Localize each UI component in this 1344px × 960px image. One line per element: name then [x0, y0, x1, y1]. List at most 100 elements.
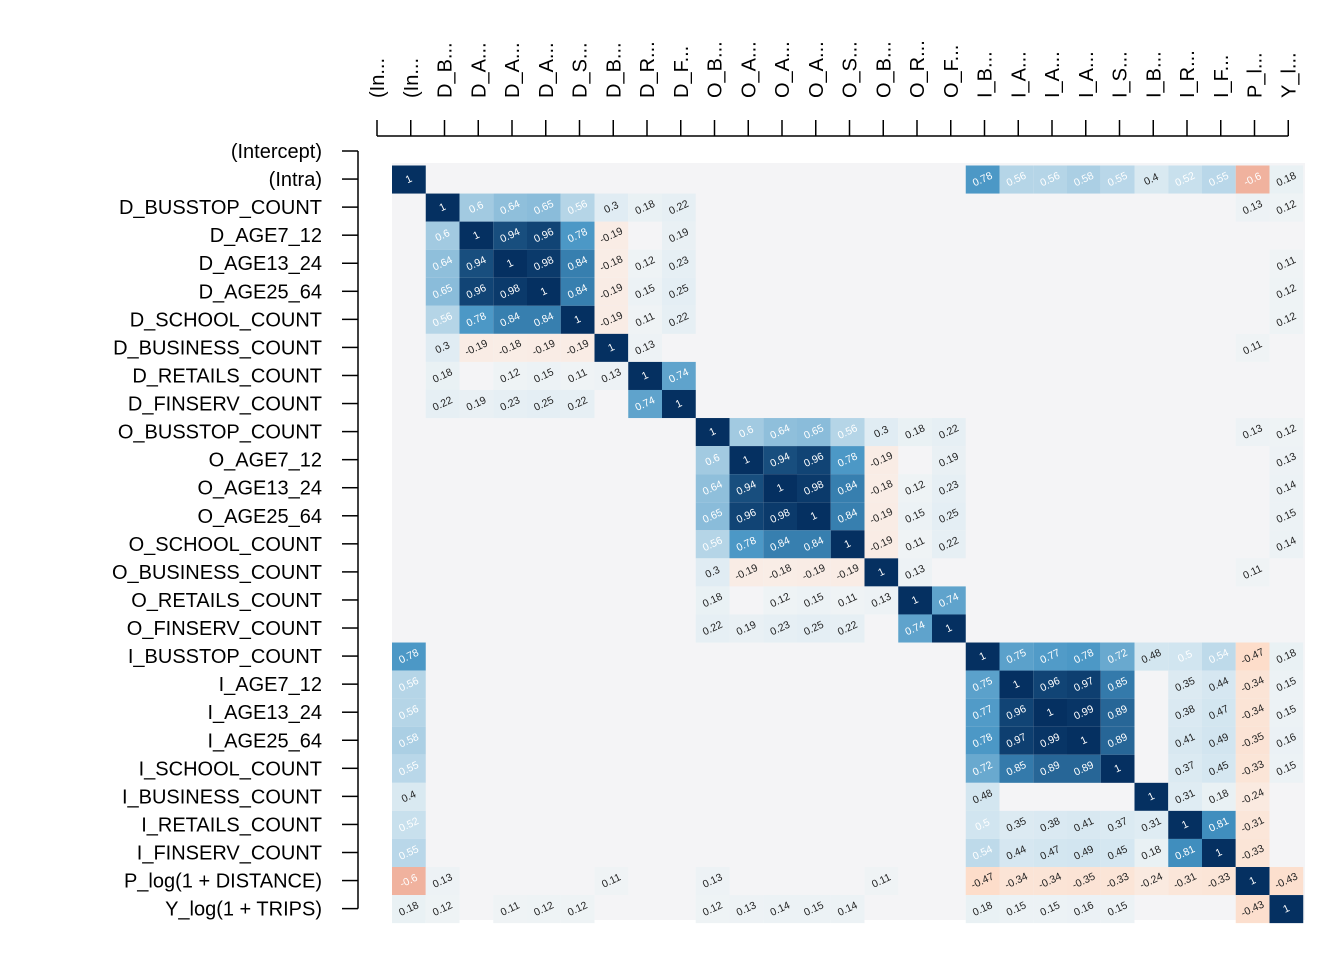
- heatmap-cell: [662, 305, 696, 334]
- heatmap-cell: [527, 333, 561, 362]
- heatmap-cell: [628, 305, 662, 334]
- heatmap-cell: [830, 418, 865, 447]
- heatmap-cell: [594, 193, 629, 222]
- cell-value-label: 0.3: [602, 199, 620, 216]
- heatmap-cell: [695, 474, 730, 503]
- heatmap-cell: [1033, 810, 1067, 839]
- cell-value-label: 1: [707, 425, 718, 438]
- heatmap-cell: [628, 361, 662, 390]
- y-tick-label: I_AGE25_64: [207, 730, 322, 752]
- heatmap-cell: [695, 530, 730, 559]
- heatmap-cell: [1033, 867, 1067, 896]
- heatmap-cell: [999, 726, 1034, 755]
- heatmap-cell: [594, 277, 629, 306]
- cell-value-label: 1: [1281, 902, 1292, 915]
- heatmap-cell: [1100, 810, 1135, 839]
- heatmap-cell: [594, 249, 629, 278]
- x-tick-label: Y_l...: [1278, 52, 1300, 98]
- heatmap-cell: [425, 895, 460, 924]
- y-tick-label: D_BUSSTOP_COUNT: [119, 197, 322, 219]
- heatmap-cell: [932, 418, 966, 447]
- heatmap-cell: [1269, 530, 1304, 559]
- heatmap-cell: [729, 530, 764, 559]
- heatmap-cell: [594, 361, 629, 390]
- heatmap-cell: [729, 446, 764, 475]
- cell-value-label: 1: [944, 622, 955, 635]
- heatmap-cell: [493, 895, 527, 924]
- heatmap-cell: [1235, 333, 1270, 362]
- heatmap-cell: [1033, 698, 1067, 727]
- x-tick-label: O_R...: [907, 40, 929, 98]
- heatmap-cell: [527, 305, 561, 334]
- heatmap-cell: [1067, 726, 1101, 755]
- cell-value-label: 1: [1079, 734, 1090, 747]
- x-tick-label: O_A...: [806, 41, 828, 98]
- cell-value-label: 0.6: [703, 452, 721, 469]
- heatmap-cell: [459, 193, 494, 222]
- y-tick-label: D_FINSERV_COUNT: [128, 394, 322, 416]
- y-tick-label: I_BUSSTOP_COUNT: [128, 646, 322, 668]
- x-tick-label: I_R...: [1177, 50, 1199, 98]
- heatmap-cell: [392, 810, 426, 839]
- heatmap-cell: [1168, 670, 1202, 699]
- heatmap-cell: [965, 726, 1000, 755]
- heatmap-cell: [1235, 418, 1270, 447]
- heatmap-cell: [1202, 642, 1236, 671]
- y-tick-label: O_BUSSTOP_COUNT: [118, 422, 322, 444]
- heatmap-cell: [1033, 642, 1067, 671]
- heatmap-cell: [628, 389, 662, 419]
- heatmap-cell: [1168, 867, 1202, 896]
- heatmap-cell: [864, 586, 899, 615]
- cell-value-label: 1: [1045, 706, 1056, 719]
- heatmap-cell: [493, 333, 527, 362]
- heatmap-cell: [1269, 305, 1304, 334]
- x-tick-label: (In...: [401, 58, 423, 98]
- heatmap-cell: [729, 474, 764, 503]
- heatmap-cell: [1269, 670, 1304, 699]
- heatmap-cell: [459, 249, 494, 278]
- heatmap-cell: [965, 895, 1000, 924]
- heatmap-cell: [830, 895, 865, 924]
- heatmap-cells: 1 0.78 0.56 0.56 0.58 0.55 0.4 0.52 0.55 -0.6 0.18…: [392, 165, 1304, 924]
- x-tick-label: I_B...: [975, 51, 997, 98]
- heatmap-cell: [392, 165, 426, 194]
- heatmap-cell: [797, 474, 831, 503]
- heatmap-cell: [662, 221, 696, 250]
- cell-value-label: 1: [876, 566, 887, 579]
- cell-value-label: 1: [977, 650, 988, 663]
- y-tick-label: I_FINSERV_COUNT: [137, 843, 322, 865]
- heatmap-cell: [797, 502, 831, 531]
- heatmap-cell: [459, 221, 494, 250]
- heatmap-cell: [965, 810, 1000, 839]
- x-tick-label: (In...: [367, 58, 389, 98]
- heatmap-cell: [1235, 867, 1270, 896]
- heatmap-cell: [1202, 867, 1236, 896]
- heatmap-cell: [898, 586, 932, 615]
- cell-value-label: 0.4: [400, 788, 418, 805]
- heatmap-cell: [1033, 895, 1067, 924]
- y-tick-label: (Intercept): [231, 141, 322, 163]
- heatmap-cell: [898, 502, 932, 531]
- heatmap-cell: [1269, 895, 1304, 924]
- heatmap-cell: [560, 389, 595, 419]
- heatmap-cell: [1269, 754, 1304, 783]
- heatmap-cell: [695, 558, 730, 587]
- heatmap-cell: [392, 867, 426, 896]
- heatmap-cell: [493, 389, 527, 419]
- heatmap-cell: [1269, 193, 1304, 222]
- heatmap-cell: [459, 389, 494, 419]
- heatmap-cell: [898, 474, 932, 503]
- heatmap-cell: [425, 193, 460, 222]
- heatmap-cell: [932, 502, 966, 531]
- heatmap-cell: [527, 361, 561, 390]
- heatmap-cell: [594, 221, 629, 250]
- heatmap-cell: [459, 277, 494, 306]
- heatmap-cell: [695, 895, 730, 924]
- heatmap-cell: [1134, 810, 1169, 839]
- heatmap-cell: [797, 586, 831, 615]
- x-tick-label: I_S...: [1110, 51, 1132, 98]
- heatmap-cell: [763, 474, 797, 503]
- heatmap-cell: [1269, 249, 1304, 278]
- heatmap-cell: [1134, 867, 1169, 896]
- heatmap-cell: [999, 165, 1034, 194]
